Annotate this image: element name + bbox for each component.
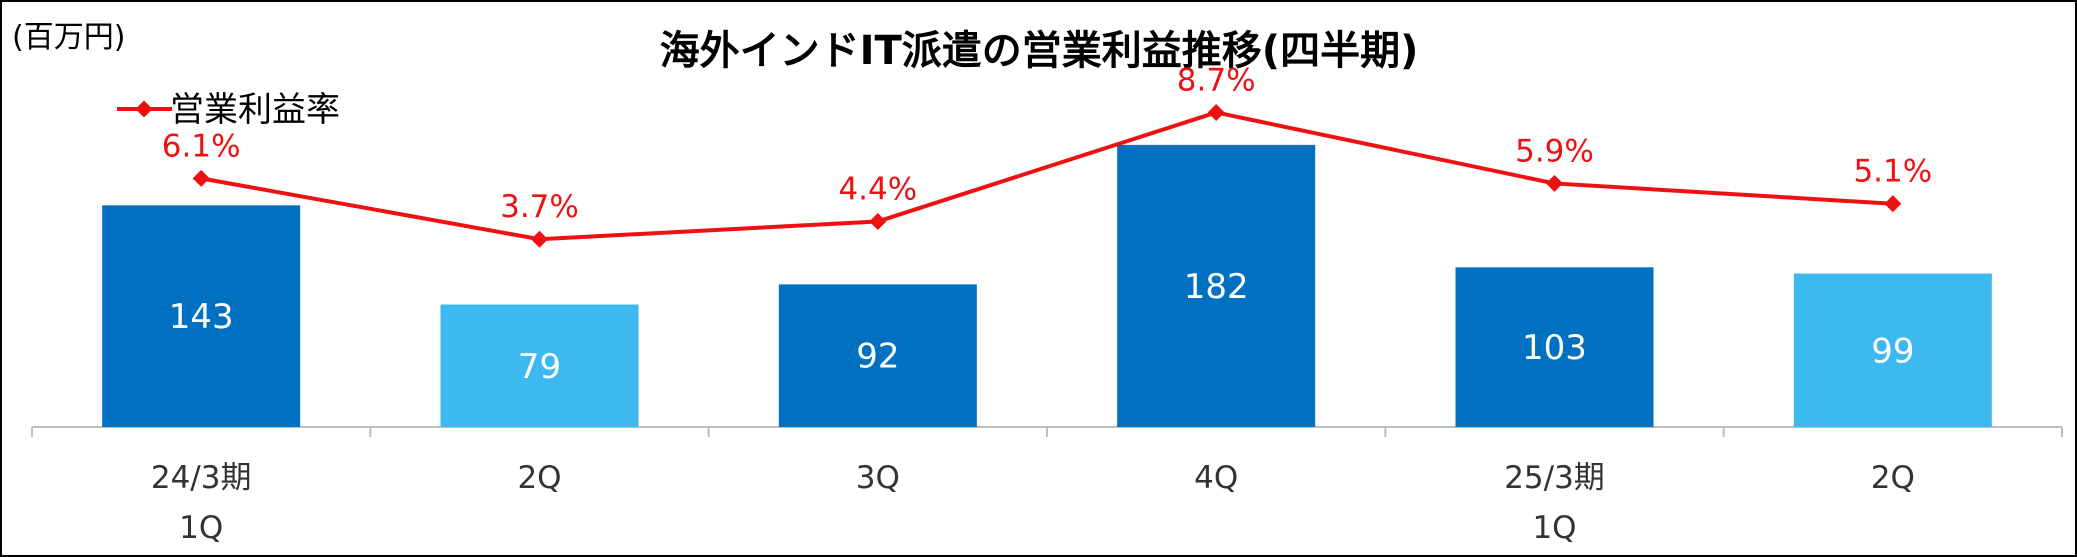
- profit-margin-point: [1884, 195, 1902, 213]
- profit-margin-series: 6.1% 3.7% 4.4% 8.7% 5.9% 5.1%: [162, 62, 1932, 248]
- bar: [1117, 144, 1316, 427]
- profit-margin-point: [869, 212, 887, 230]
- x-tick-label: 4Q: [1194, 460, 1238, 496]
- x-tick-label: 1Q: [1532, 510, 1576, 546]
- bar: [1455, 267, 1654, 427]
- x-tick-label: 24/3期: [151, 460, 252, 496]
- bar-value-label: 99: [1871, 331, 1914, 371]
- x-tick-label: 1Q: [179, 510, 223, 546]
- bar-value-label: 182: [1184, 267, 1249, 307]
- bar-value-label: 143: [169, 297, 234, 337]
- profit-margin-point: [1546, 174, 1563, 192]
- bar-value-label: 103: [1522, 328, 1587, 368]
- x-tick-label: 25/3期: [1504, 460, 1605, 496]
- profit-margin-label: 3.7%: [500, 189, 579, 225]
- profit-margin-point: [192, 169, 210, 187]
- x-tick-label: 2Q: [517, 460, 561, 496]
- profit-margin-point: [531, 230, 548, 248]
- profit-margin-label: 6.1%: [162, 128, 241, 164]
- bar-value-label: 92: [856, 337, 899, 377]
- unit-label: (百万円): [12, 20, 125, 55]
- profit-margin-label: 8.7%: [1177, 62, 1256, 98]
- profit-margin-point: [1207, 103, 1225, 121]
- bar-series: 143 79 92 182 103 99: [102, 144, 1992, 427]
- profit-margin-label: 4.4%: [838, 171, 917, 207]
- profit-margin-line: [200, 110, 1893, 242]
- profit-margin-label: 5.9%: [1515, 133, 1594, 169]
- chart-title: 海外インドIT派遣の営業利益推移(四半期): [660, 28, 1419, 74]
- bar: [1793, 273, 1992, 427]
- profit-margin-label: 5.1%: [1853, 154, 1932, 190]
- bar: [778, 284, 977, 427]
- bar: [102, 205, 301, 427]
- x-tick-label: 2Q: [1871, 460, 1915, 496]
- legend: 営業利益率: [117, 90, 340, 130]
- legend-label-profit-margin: 営業利益率: [170, 90, 340, 130]
- x-tick-label: 3Q: [856, 460, 900, 496]
- x-axis: 24/3期 1Q 2Q 3Q 4Q 25/3期 1Q 2Q: [31, 426, 2063, 546]
- bar-value-label: 79: [518, 347, 561, 387]
- legend-marker: [135, 100, 153, 118]
- bar: [440, 304, 639, 427]
